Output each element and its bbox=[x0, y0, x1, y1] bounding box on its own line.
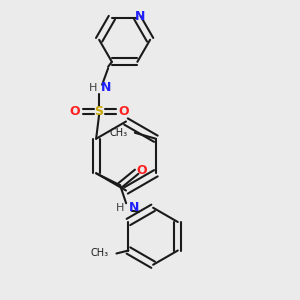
Text: N: N bbox=[100, 81, 111, 94]
Text: CH₃: CH₃ bbox=[91, 248, 109, 259]
Text: N: N bbox=[128, 201, 139, 214]
Text: S: S bbox=[94, 105, 103, 118]
Text: H: H bbox=[116, 203, 124, 213]
Text: O: O bbox=[119, 105, 129, 118]
Text: N: N bbox=[135, 10, 146, 23]
Text: O: O bbox=[69, 105, 80, 118]
Text: CH₃: CH₃ bbox=[109, 128, 128, 138]
Text: O: O bbox=[137, 164, 147, 177]
Text: H: H bbox=[89, 83, 98, 93]
